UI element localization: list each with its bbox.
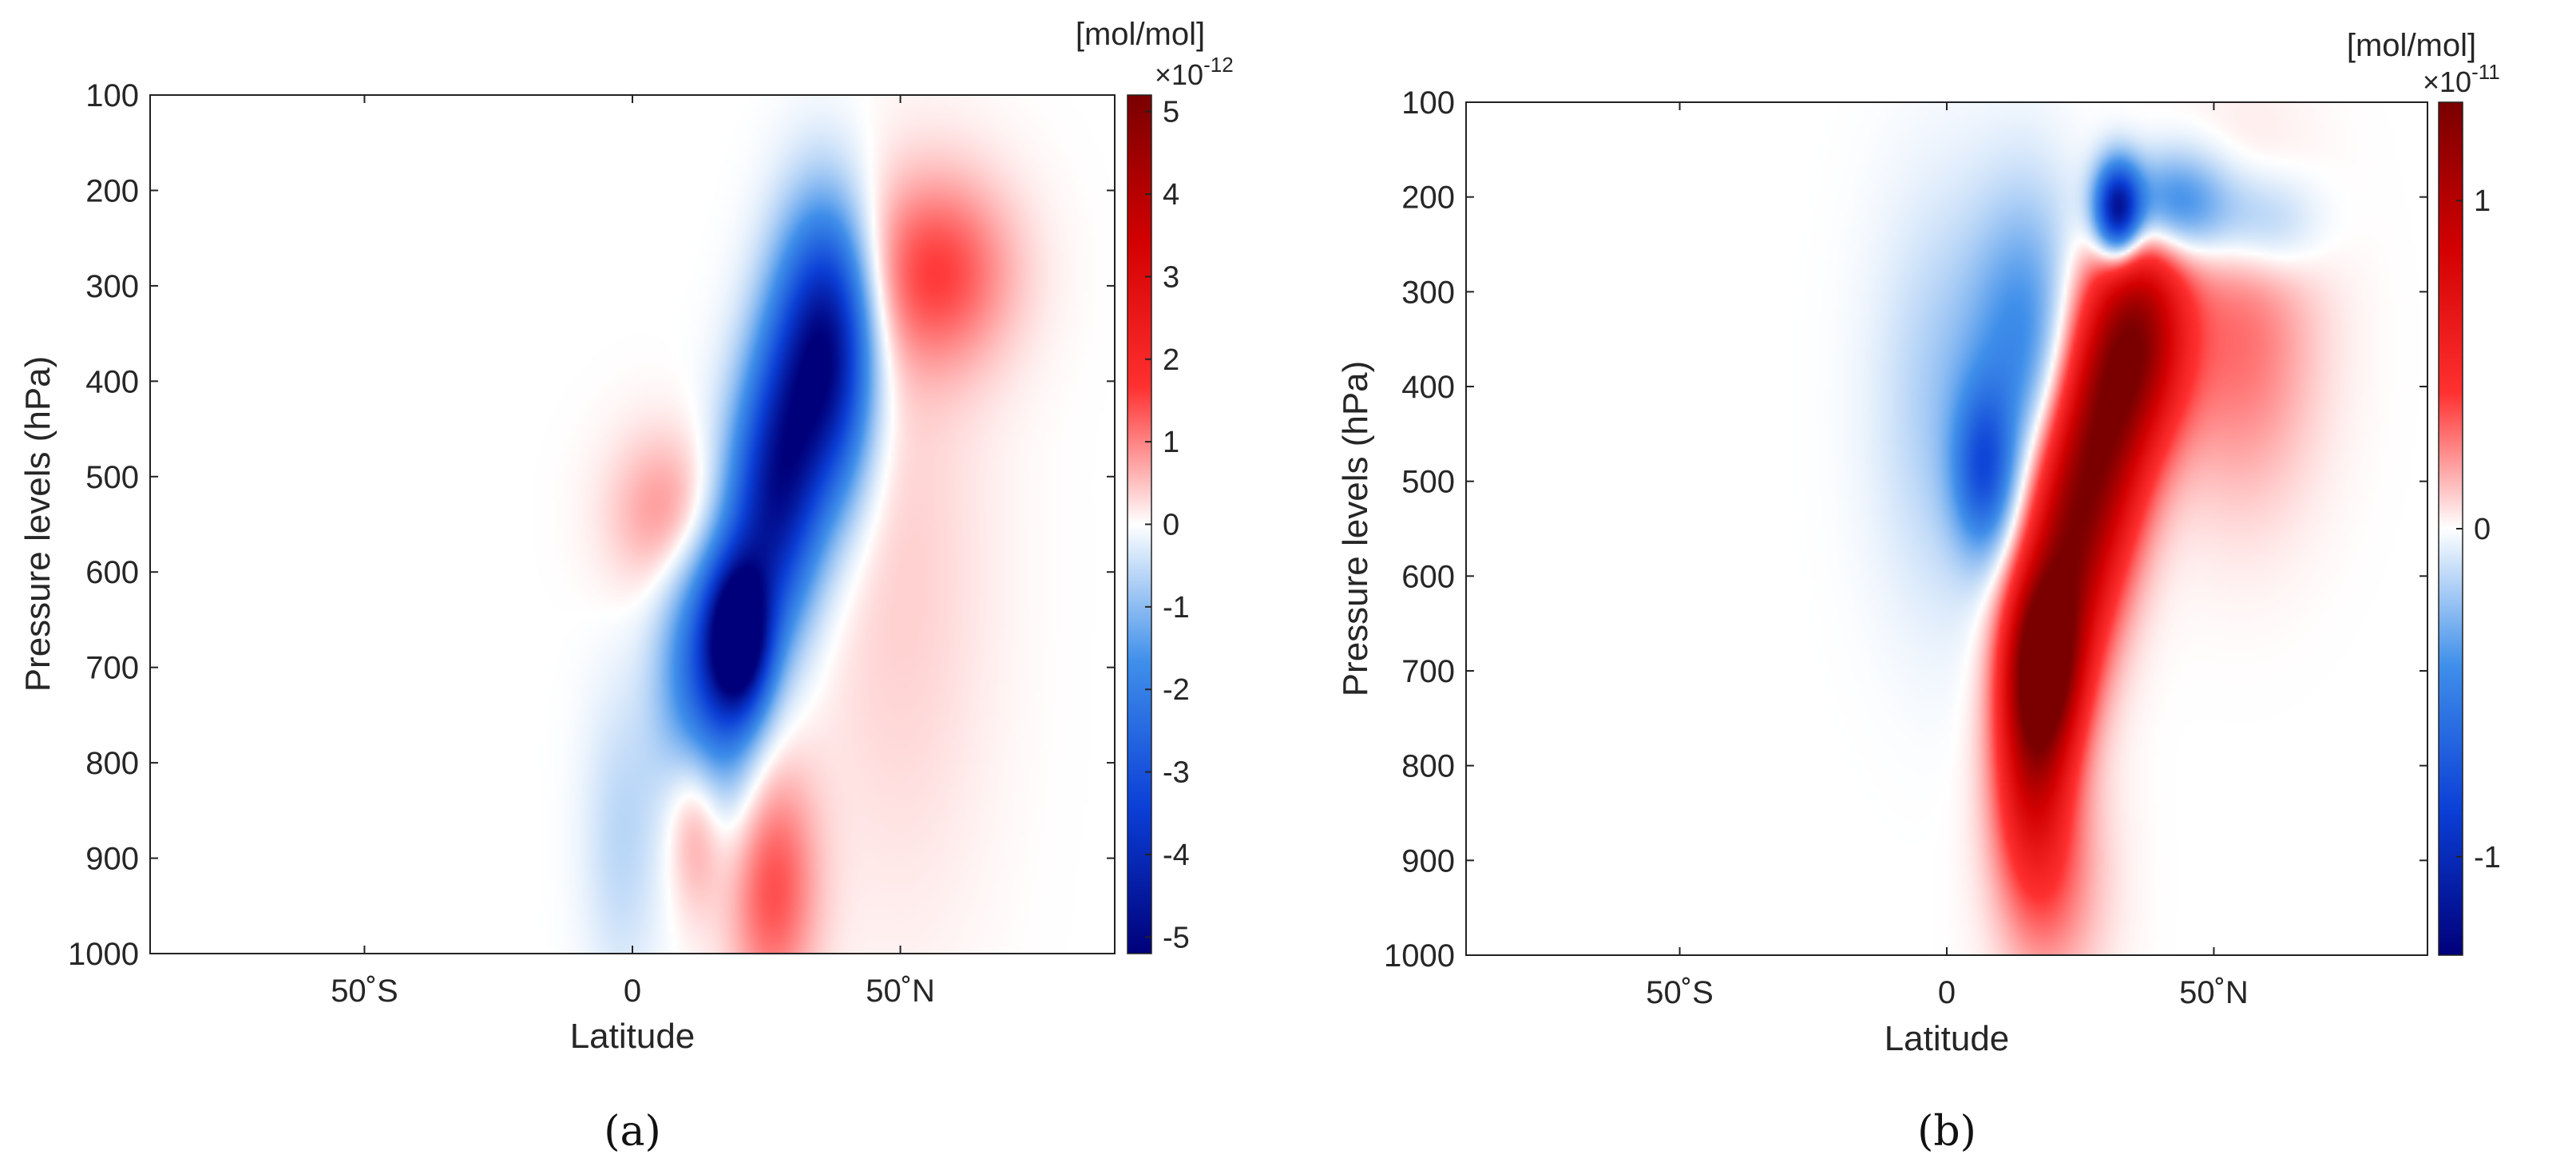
y-tick-label: 900 (85, 842, 139, 877)
x-axis-label-b: Latitude (1884, 1019, 2010, 1058)
colorbar-tick-label: 1 (2474, 184, 2491, 218)
colorbar-tick-label: 5 (1163, 96, 1179, 129)
y-tick-label: 100 (1401, 85, 1455, 121)
y-tick-label: 800 (1401, 749, 1455, 784)
y-tick-label: 1000 (1384, 938, 1455, 974)
y-tick-label: 800 (85, 746, 139, 781)
y-tick-label: 700 (1401, 654, 1455, 689)
colorbar-tick-label: -1 (1163, 591, 1190, 625)
colorbar-tick-label: -5 (1163, 921, 1190, 954)
heatmap-canvas-a (150, 95, 1115, 954)
x-tick-label: 50˚S (1646, 975, 1714, 1010)
colorbar-ticks-b: 1 0 -1 (2456, 184, 2501, 875)
heatmap-image-b (1466, 102, 2427, 955)
y-tick-label: 600 (1401, 559, 1455, 594)
y-tick-label: 500 (1401, 465, 1455, 500)
colorbar-tick-label: -2 (1163, 673, 1190, 707)
y-tick-label: 200 (85, 173, 139, 208)
colorbar-ticks-a: 5 4 3 2 1 0 -1 -2 -3 -4 -5 (1145, 96, 1190, 954)
y-tick-label: 200 (1401, 180, 1455, 216)
colorbar-tick-label: 1 (1163, 426, 1179, 459)
colorbar-tick-label: -4 (1163, 839, 1190, 872)
colorbar-tick-label: -1 (2474, 841, 2501, 875)
y-axis-b: 100 200 300 400 500 600 700 800 900 1000 (1384, 85, 2427, 974)
colorbar-multiplier-b: ×10-11 (2423, 60, 2500, 98)
x-axis-b: 50˚S 0 50˚N (1646, 102, 2249, 1010)
x-tick-label: 0 (624, 974, 641, 1009)
y-tick-label: 100 (85, 78, 139, 113)
panel-caption-a: (a) (604, 1108, 661, 1156)
x-axis-label-a: Latitude (570, 1017, 696, 1056)
y-axis-a: 100 200 300 400 500 600 700 800 900 1000 (68, 78, 1115, 972)
y-tick-label: 400 (85, 364, 139, 399)
x-tick-label: 50˚S (331, 974, 398, 1009)
y-axis-label-b: Pressure levels (hPa) (1336, 361, 1375, 697)
y-tick-label: 300 (85, 269, 139, 304)
y-axis-label-a: Pressure levels (hPa) (18, 356, 57, 692)
x-tick-label: 50˚N (866, 974, 935, 1009)
y-tick-label: 900 (1401, 843, 1455, 879)
colorbar-tick-label: 0 (1163, 509, 1179, 542)
colorbar-a (1127, 94, 1152, 954)
colorbar-tick-label: 4 (1163, 178, 1179, 212)
y-tick-label: 400 (1401, 370, 1455, 405)
y-tick-label: 700 (85, 651, 139, 686)
colorbar-tick-label: -3 (1163, 756, 1190, 790)
colorbar-tick-label: 2 (1163, 343, 1179, 377)
colorbar-tick-label: 0 (2474, 513, 2491, 546)
colorbar-unit-a: [mol/mol] (1076, 17, 1205, 52)
heatmap-image-a (150, 95, 1115, 954)
y-tick-label: 600 (85, 555, 139, 590)
y-tick-label: 1000 (68, 937, 139, 972)
x-axis-a: 50˚S 0 50˚N (331, 95, 935, 1009)
colorbar-tick-label: 3 (1163, 260, 1179, 294)
y-tick-label: 500 (85, 460, 139, 495)
x-tick-label: 0 (1938, 975, 1956, 1010)
panel-caption-b: (b) (1917, 1108, 1976, 1156)
heatmap-canvas-b (1466, 102, 2427, 955)
colorbar-unit-b: [mol/mol] (2347, 28, 2476, 63)
colorbar-multiplier-a: ×10-12 (1155, 53, 1234, 91)
y-tick-label: 300 (1401, 275, 1455, 310)
x-tick-label: 50˚N (2179, 975, 2249, 1010)
